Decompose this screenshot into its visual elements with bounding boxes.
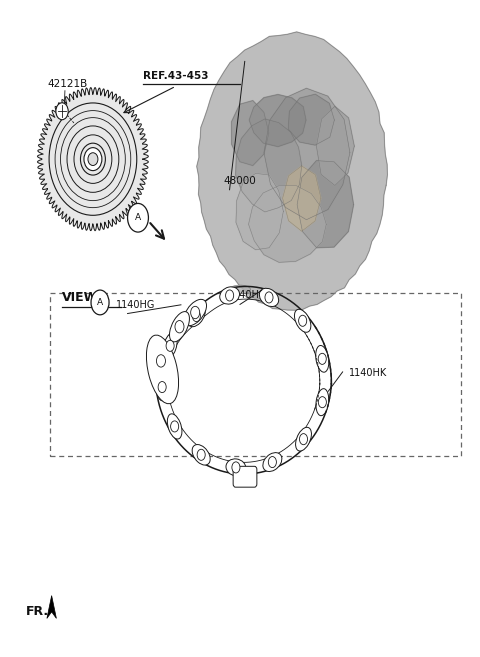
Circle shape: [158, 382, 166, 393]
Ellipse shape: [229, 285, 251, 294]
Text: REF.43-453: REF.43-453: [143, 71, 208, 81]
Circle shape: [318, 353, 326, 365]
Ellipse shape: [169, 311, 190, 342]
Ellipse shape: [163, 333, 177, 359]
Polygon shape: [288, 94, 335, 145]
Circle shape: [226, 290, 234, 301]
Text: A: A: [97, 298, 103, 307]
Text: A: A: [135, 214, 141, 222]
Ellipse shape: [184, 300, 206, 326]
Ellipse shape: [259, 288, 279, 307]
Polygon shape: [236, 173, 283, 250]
Text: 1140HK: 1140HK: [349, 368, 387, 378]
Polygon shape: [249, 185, 326, 262]
Circle shape: [300, 434, 308, 445]
Ellipse shape: [294, 309, 311, 332]
Polygon shape: [197, 32, 387, 310]
Polygon shape: [249, 95, 306, 147]
Text: 1140HG: 1140HG: [228, 290, 267, 300]
Circle shape: [156, 355, 166, 367]
Circle shape: [197, 449, 205, 461]
Ellipse shape: [188, 306, 205, 327]
Ellipse shape: [316, 389, 329, 416]
Circle shape: [299, 315, 307, 327]
Polygon shape: [264, 88, 350, 219]
Polygon shape: [231, 101, 269, 166]
Text: FR.: FR.: [25, 605, 48, 618]
Circle shape: [56, 102, 68, 120]
Bar: [50, 292, 461, 455]
Circle shape: [170, 421, 179, 432]
Circle shape: [175, 321, 184, 333]
Polygon shape: [283, 166, 321, 231]
Polygon shape: [297, 160, 354, 248]
Polygon shape: [316, 106, 354, 185]
Circle shape: [191, 306, 200, 319]
Ellipse shape: [192, 445, 210, 465]
Ellipse shape: [226, 459, 246, 476]
Ellipse shape: [156, 373, 168, 401]
Ellipse shape: [246, 292, 263, 300]
Ellipse shape: [84, 148, 102, 171]
Circle shape: [318, 397, 326, 408]
Ellipse shape: [88, 152, 98, 166]
Ellipse shape: [153, 344, 168, 378]
Polygon shape: [47, 596, 56, 618]
Ellipse shape: [316, 346, 329, 373]
Text: 48000: 48000: [223, 177, 256, 187]
Circle shape: [232, 462, 240, 473]
Polygon shape: [236, 119, 302, 212]
Ellipse shape: [296, 427, 312, 451]
Circle shape: [166, 340, 174, 351]
Text: 42121B: 42121B: [48, 79, 88, 89]
Text: 1140HG: 1140HG: [116, 300, 155, 310]
Circle shape: [128, 204, 148, 232]
Circle shape: [265, 292, 273, 303]
Circle shape: [91, 290, 109, 315]
Circle shape: [268, 457, 276, 468]
Circle shape: [192, 311, 201, 322]
Ellipse shape: [220, 287, 240, 304]
Polygon shape: [37, 87, 148, 231]
FancyBboxPatch shape: [233, 466, 257, 487]
Ellipse shape: [146, 335, 179, 404]
Ellipse shape: [168, 414, 182, 439]
Text: VIEW: VIEW: [62, 292, 98, 304]
Ellipse shape: [263, 453, 282, 472]
